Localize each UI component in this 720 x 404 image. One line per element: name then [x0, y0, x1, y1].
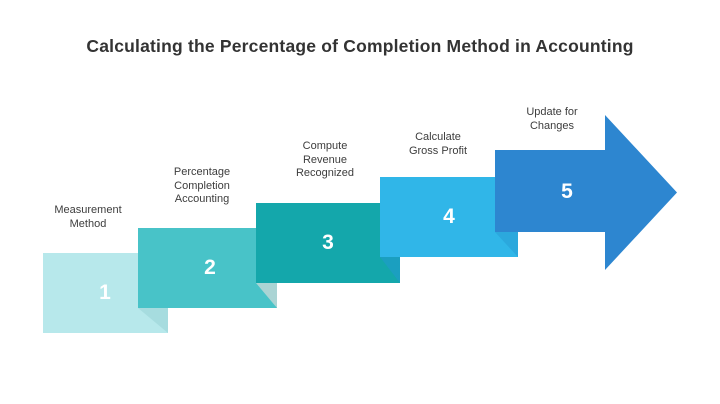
step-1-number: 1 — [99, 281, 111, 304]
step-4-label: Calculate Gross Profit — [408, 131, 468, 157]
step-5-arrow-right-icon — [495, 115, 677, 270]
step-3-number: 3 — [322, 231, 334, 254]
page-title: Calculating the Percentage of Completion… — [86, 36, 634, 56]
step-2-number: 2 — [204, 256, 216, 279]
step-3-block — [256, 203, 400, 283]
step-1-label: Measurement Method — [54, 204, 122, 230]
step-5-number: 5 — [561, 180, 573, 203]
step-4-number: 4 — [443, 205, 455, 228]
step-5-label: Update for Changes — [526, 106, 578, 132]
step-2-block — [138, 228, 277, 308]
step-2-label: Percentage Completion Accounting — [173, 166, 231, 205]
step-3-label: Compute Revenue Recognized — [295, 140, 355, 179]
